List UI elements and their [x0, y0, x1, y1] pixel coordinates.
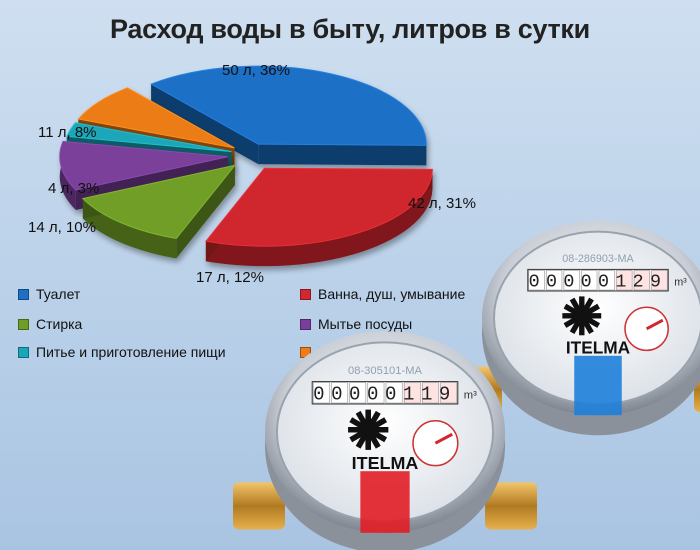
- pie-slice-laundry: [81, 164, 237, 259]
- star-wheel-icon: [573, 307, 591, 325]
- star-wheel-icon: [359, 420, 378, 439]
- pie-label-toilet: 50 л, 36%: [222, 62, 290, 79]
- meter-reading: 00000129: [529, 272, 668, 293]
- legend-swatch: [18, 346, 29, 358]
- legend-label: Стирка: [36, 316, 83, 332]
- legend-item-dishes: Мытье посуды: [300, 316, 412, 332]
- water-meter: 08-305101-MA 00000119 m³ ITELMA: [233, 331, 537, 550]
- legend-label: Питье и приготовление пищи: [36, 344, 226, 360]
- color-band: [360, 471, 410, 533]
- meter-brand: ITELMA: [566, 338, 631, 358]
- legend-swatch: [18, 288, 29, 300]
- pie-slice-bath: [204, 167, 433, 267]
- legend-swatch: [300, 318, 311, 330]
- brass-fitting-left: [233, 482, 285, 530]
- pie-label-laundry: 17 л, 12%: [196, 269, 264, 286]
- pie-slice-toilet: [150, 65, 427, 166]
- meter-unit: m³: [674, 277, 687, 289]
- legend-item-drinking: Питье и приготовление пищи: [18, 344, 226, 360]
- water-meter: 08-286903-MA 00000129 m³ ITELMA: [450, 220, 700, 436]
- meter-brand: ITELMA: [352, 453, 419, 473]
- legend-swatch: [300, 288, 311, 300]
- pie-label-other: 11 л, 8%: [38, 124, 97, 141]
- pie-label-drinking: 4 л, 3%: [48, 180, 100, 197]
- legend-swatch: [18, 318, 29, 330]
- legend-item-toilet: Туалет: [18, 286, 80, 302]
- meter-serial: 08-286903-MA: [562, 253, 634, 265]
- meter-serial: 08-305101-MA: [348, 365, 423, 377]
- legend-label: Ванна, душ, умывание: [318, 286, 466, 302]
- chart-title: Расход воды в быту, литров в сутки: [110, 14, 590, 44]
- color-band: [574, 355, 622, 416]
- meter-reading: 00000119: [313, 384, 457, 406]
- pie-label-dishes: 14 л, 10%: [28, 219, 96, 236]
- brass-fitting-right: [485, 482, 537, 530]
- legend-label: Мытье посуды: [318, 316, 413, 332]
- pie-label-bath: 42 л, 31%: [408, 195, 476, 212]
- legend-item-laundry: Стирка: [18, 316, 82, 332]
- legend-item-bath: Ванна, душ, умывание: [300, 286, 465, 302]
- meter-unit: m³: [464, 389, 477, 401]
- legend-label: Туалет: [36, 286, 81, 302]
